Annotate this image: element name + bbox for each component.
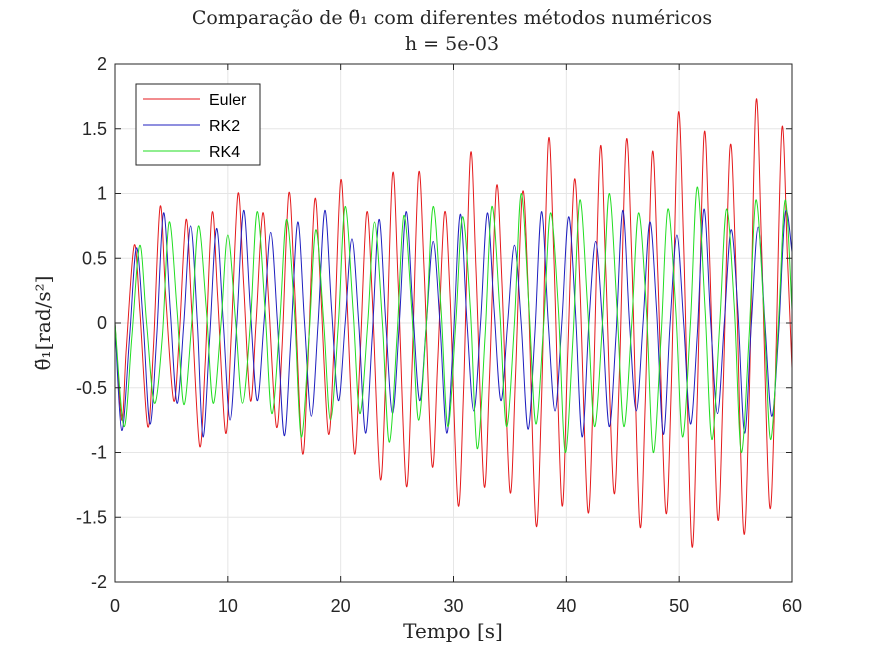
y-tick-label: 1.5 [82, 119, 107, 139]
x-tick-label: 60 [782, 596, 802, 616]
y-tick-label: -2 [91, 572, 107, 592]
y-axis-label: θ̈₁[rad/s²] [31, 276, 55, 371]
x-tick-label: 10 [218, 596, 238, 616]
y-tick-label: 0 [97, 313, 107, 333]
legend-label-euler: Euler [209, 92, 247, 109]
legend-label-rk2: RK2 [209, 118, 240, 135]
legend-label-rk4: RK4 [209, 144, 240, 161]
x-tick-label: 40 [556, 596, 576, 616]
y-tick-label: 2 [97, 54, 107, 74]
y-tick-label: 1 [97, 184, 107, 204]
series-group [115, 98, 792, 548]
y-tick-label: -0.5 [76, 378, 107, 398]
series-line-rk2 [115, 208, 792, 438]
legend: Euler RK2 RK4 [135, 83, 261, 166]
y-tick-label: -1 [91, 443, 107, 463]
x-axis-label: Tempo [s] [403, 619, 503, 643]
chart-subtitle: h = 5e-03 [405, 33, 499, 55]
chart-title: Comparação de θ̈₁ com diferentes métodos… [192, 7, 712, 29]
ticks: 0 10 20 30 40 50 60 -2 -1.5 -1 -0.5 0 0.5 1 1.5 2 [76, 54, 802, 616]
series-line-euler [115, 98, 792, 548]
y-tick-label: 0.5 [82, 248, 107, 268]
series-line-rk4 [115, 186, 792, 454]
y-tick-label: -1.5 [76, 507, 107, 527]
x-tick-label: 50 [669, 596, 689, 616]
x-tick-label: 20 [331, 596, 351, 616]
x-tick-label: 30 [443, 596, 463, 616]
x-tick-label: 0 [110, 596, 120, 616]
